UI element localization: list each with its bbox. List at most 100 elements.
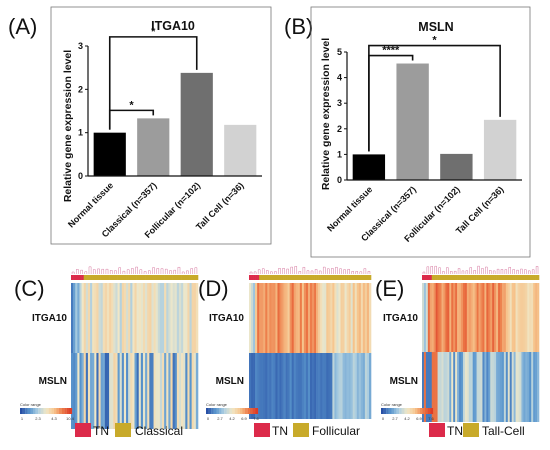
heatmap-cell xyxy=(501,283,505,352)
heatmap-cell xyxy=(77,283,80,353)
heatmap-cell xyxy=(537,283,540,352)
heatmap-cell xyxy=(147,353,150,429)
bar xyxy=(483,119,517,180)
annotation-cell xyxy=(96,275,99,280)
color-key-swatch xyxy=(401,408,405,414)
annotation-cell xyxy=(320,275,323,280)
heatmap-cell xyxy=(73,283,76,353)
heatmap-cell xyxy=(303,283,307,353)
color-key-swatch xyxy=(252,408,256,414)
heatmap-cell xyxy=(136,353,140,429)
heatmap-cell xyxy=(344,353,347,419)
heatmap-cell xyxy=(128,283,131,353)
bar xyxy=(440,153,473,180)
heatmap-cell xyxy=(496,352,499,422)
heatmap-cell xyxy=(318,353,321,419)
annotation-cell xyxy=(140,275,144,280)
heatmap-cell xyxy=(431,352,434,422)
annotation-cell xyxy=(328,275,331,280)
heatmap-cell xyxy=(291,353,295,419)
heatmap-cell xyxy=(176,283,180,353)
heatmap-cell xyxy=(509,283,512,352)
y-axis-label: Relative gene expression level xyxy=(62,50,74,202)
annotation-cell xyxy=(368,275,372,280)
color-key-swatch xyxy=(391,408,395,414)
heatmap-cell xyxy=(299,353,303,419)
color-key-swatch xyxy=(56,408,60,414)
heatmap-cell xyxy=(368,353,372,419)
group-annotation-bar xyxy=(422,275,540,280)
heatmap-cell xyxy=(366,353,370,419)
heatmap-cell xyxy=(482,283,485,352)
heatmap-cell xyxy=(320,283,323,353)
heatmap-cell xyxy=(435,283,438,352)
bar xyxy=(137,118,170,176)
heatmap-cell xyxy=(193,283,197,353)
heatmap-cell xyxy=(153,353,156,429)
heatmap-cell xyxy=(140,353,144,429)
annotation-cell xyxy=(423,275,427,280)
legend-group-label: Tall-Cell xyxy=(482,424,525,438)
heatmap-cell xyxy=(346,283,349,353)
heatmap-cell xyxy=(348,283,351,353)
heatmap-cell xyxy=(281,283,284,353)
heatmap-cell xyxy=(297,353,301,419)
heatmap-cell xyxy=(94,353,97,429)
heatmap-cells xyxy=(71,283,199,429)
heatmap-cell xyxy=(523,283,526,352)
heatmap-cell xyxy=(261,283,264,353)
annotation-cell xyxy=(509,275,512,280)
heatmap-cell xyxy=(344,283,347,353)
heatmap-cell xyxy=(535,352,538,422)
heatmap-cell xyxy=(312,283,315,353)
heatmap-cell xyxy=(527,283,530,352)
heatmap-cell xyxy=(113,283,116,353)
y-tick-label: 3 xyxy=(337,98,342,108)
heatmap-cell xyxy=(117,353,120,429)
annotation-cell xyxy=(322,275,325,280)
heatmap-cell xyxy=(277,283,280,353)
heatmap-cell xyxy=(362,283,366,353)
heatmap-cell xyxy=(85,353,89,429)
color-key-swatch xyxy=(417,408,421,414)
heatmap-cell xyxy=(498,352,501,422)
annotation-cell xyxy=(289,275,292,280)
annotation-cell xyxy=(515,275,518,280)
heatmap-cell xyxy=(342,353,345,419)
heatmap-cell xyxy=(168,283,171,353)
heatmap-cell xyxy=(79,283,82,353)
annotation-cell xyxy=(346,275,349,280)
heatmap-cell xyxy=(492,283,495,352)
annotation-cell xyxy=(461,275,464,280)
color-key-swatch xyxy=(38,408,41,414)
significance-bracket xyxy=(368,44,501,152)
color-key-swatch xyxy=(48,408,52,414)
heatmap-cell xyxy=(98,283,101,353)
heatmap-cell xyxy=(287,283,290,353)
annotation-cell xyxy=(348,275,351,280)
heatmap-cell xyxy=(457,283,460,352)
heatmap-cell xyxy=(334,283,337,353)
chart-title: MSLN xyxy=(418,20,453,34)
heatmap-cell xyxy=(455,283,458,352)
heatmap-cell xyxy=(174,353,178,429)
annotation-cell xyxy=(332,275,335,280)
column-dendrogram xyxy=(422,265,539,274)
heatmap-cell xyxy=(476,283,479,352)
heatmap-cell xyxy=(500,283,503,352)
heatmap-cell xyxy=(277,353,280,419)
heatmap-cell xyxy=(427,283,431,352)
heatmap-cell xyxy=(486,283,489,352)
annotation-cell xyxy=(85,275,89,280)
heatmap-cell xyxy=(87,283,91,353)
heatmap-cell xyxy=(285,353,288,419)
heatmap-cell xyxy=(330,353,333,419)
heatmap-cell xyxy=(320,353,323,419)
heatmap-cell xyxy=(354,283,358,353)
heatmap-cell xyxy=(109,353,112,429)
y-tick-label: 0 xyxy=(78,171,83,181)
heatmap-cell xyxy=(453,283,456,352)
chart-title: ITGA10 xyxy=(151,19,195,33)
heatmap-cell xyxy=(314,353,317,419)
legend-group-swatch xyxy=(293,423,309,437)
